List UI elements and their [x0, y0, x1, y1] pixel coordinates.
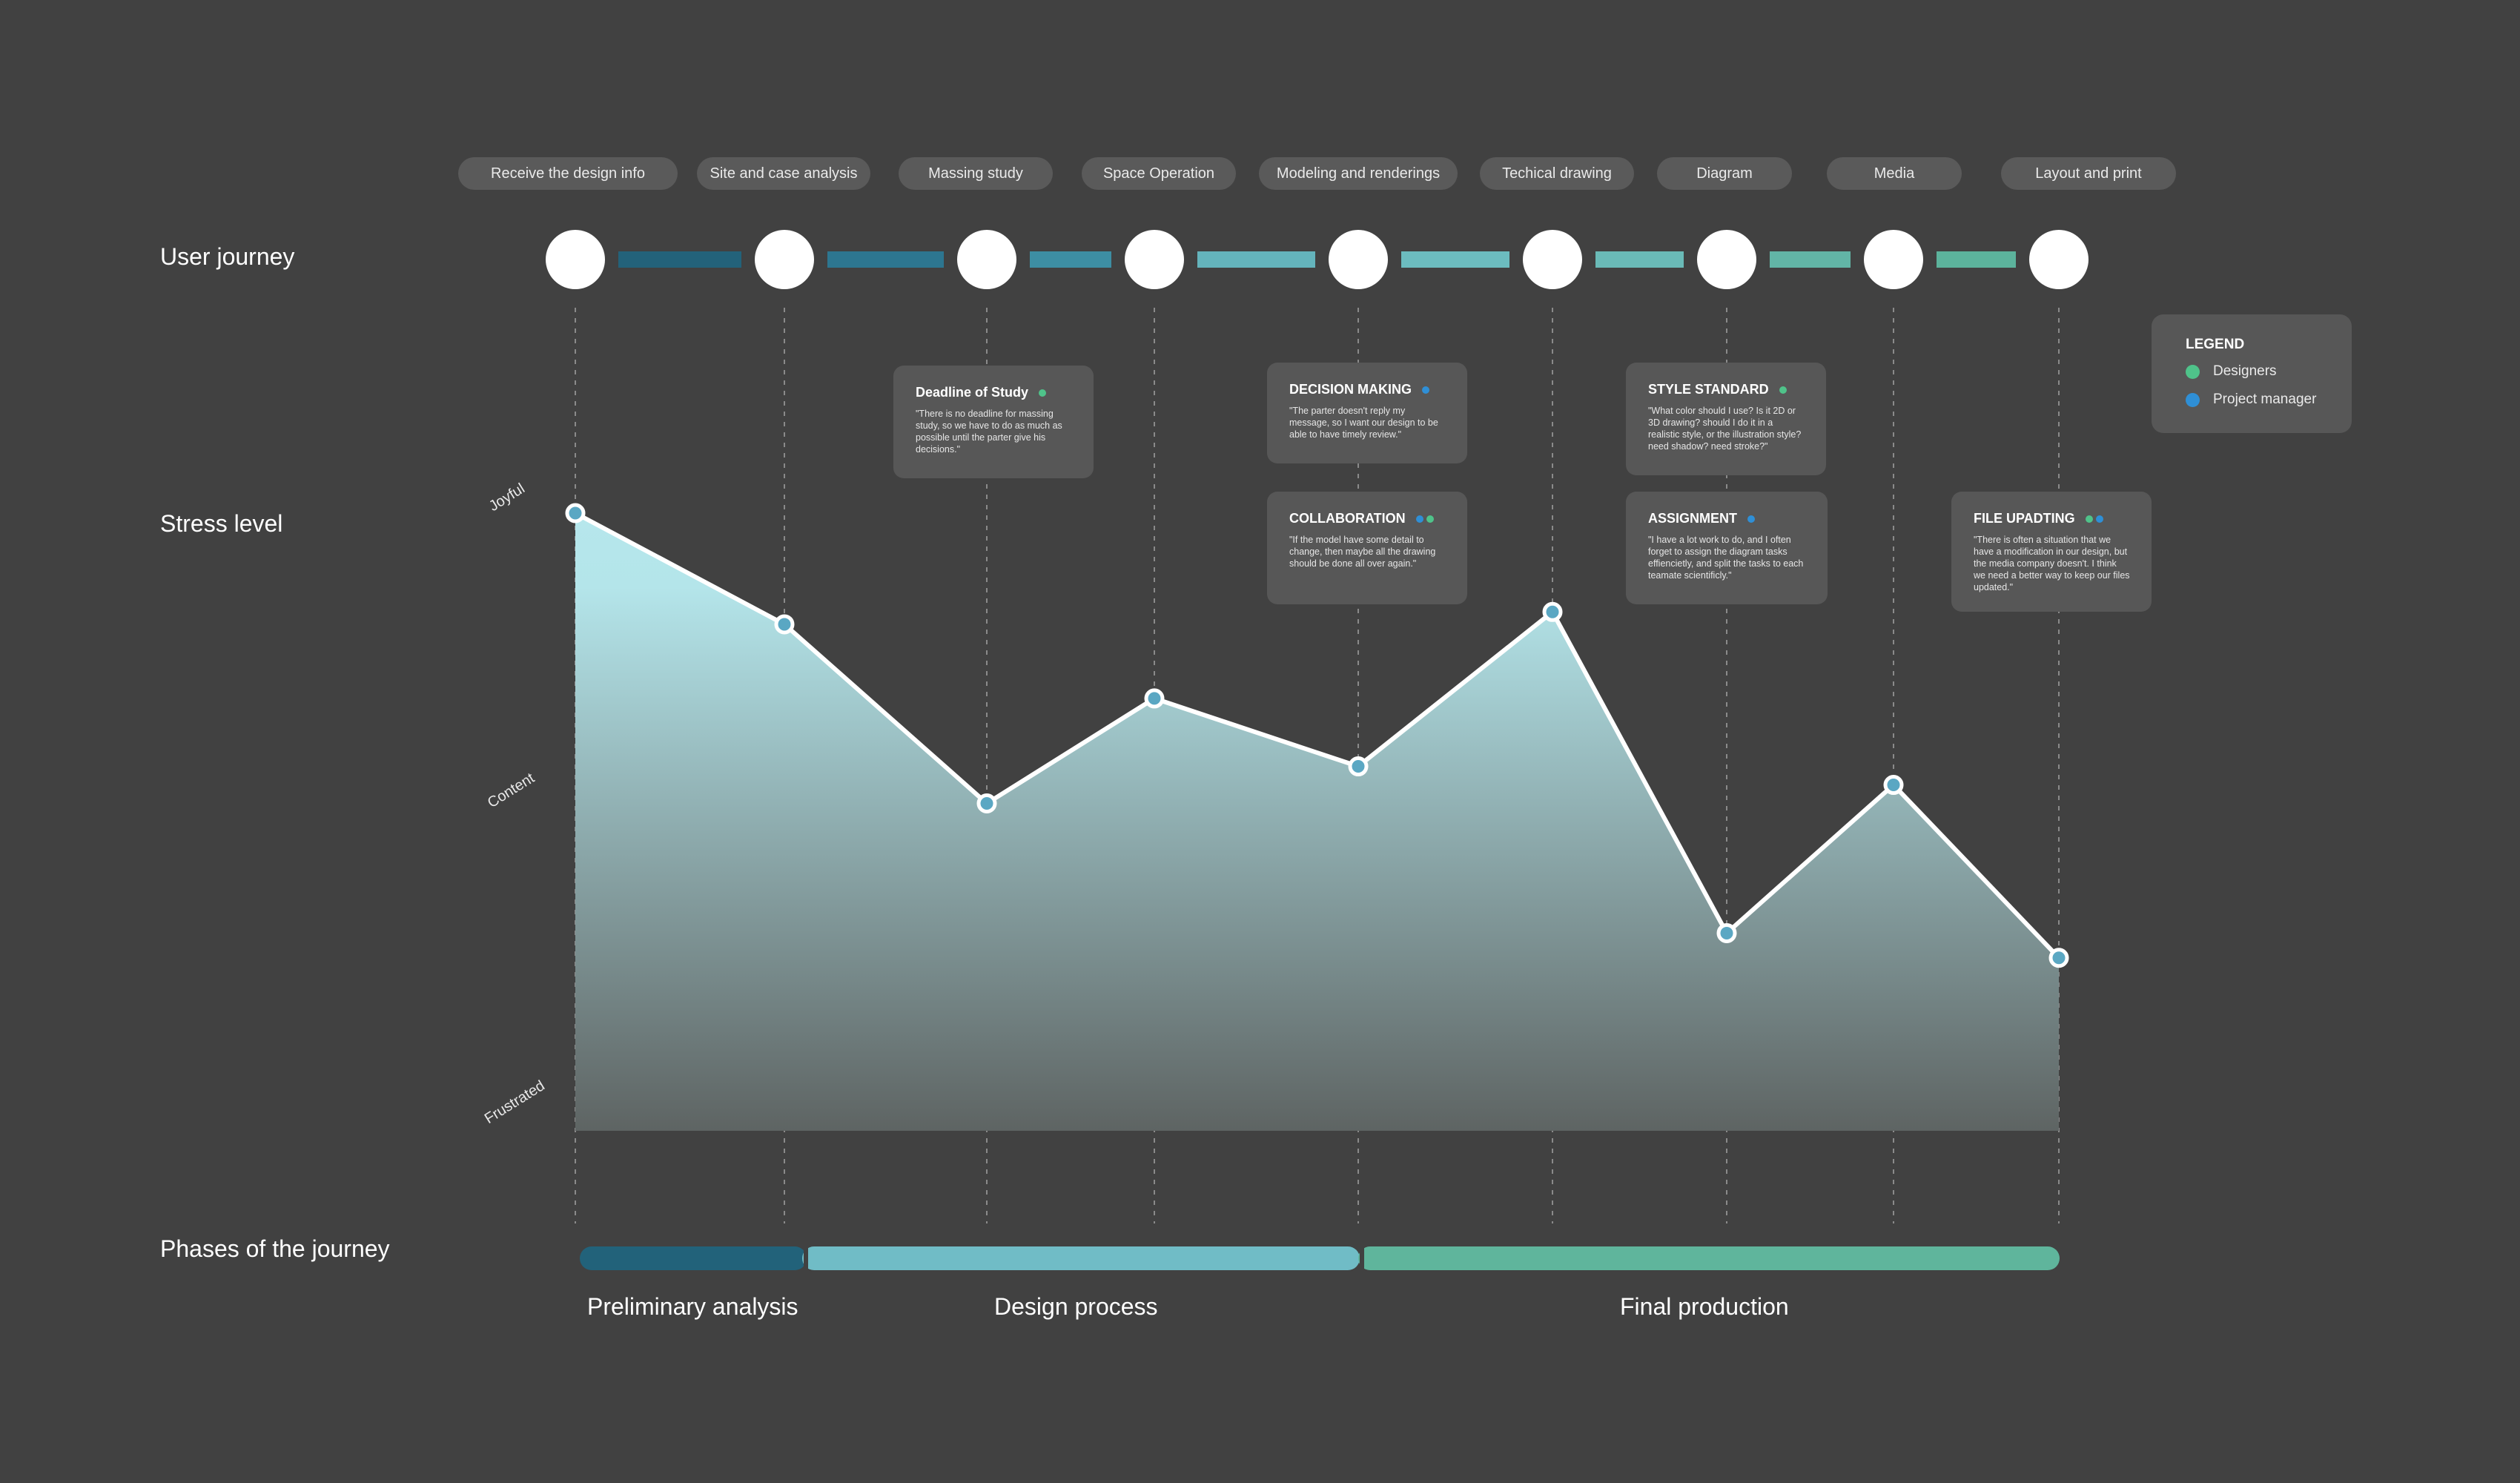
card-title: COLLABORATION: [1289, 511, 1406, 526]
stage-pill: Techical drawing: [1480, 157, 1634, 190]
card-title: ASSIGNMENT: [1648, 511, 1738, 526]
stress-point: [1144, 688, 1165, 709]
card-quote: "I have a lot work to do, and I often fo…: [1648, 535, 1804, 581]
role-dots: [2086, 513, 2106, 526]
card-quote: "What color should I use? Is it 2D or 3D…: [1648, 406, 1802, 452]
stress-point: [565, 503, 586, 523]
journey-connector: [827, 251, 944, 268]
designers-dot-icon: [1426, 515, 1435, 523]
card-quote: "If the model have some detail to change…: [1289, 535, 1436, 569]
phase-segment: [1358, 1246, 2060, 1270]
journey-connector: [1595, 251, 1684, 268]
legend-title: LEGEND: [2186, 337, 2245, 352]
journey-connector: [1030, 251, 1111, 268]
stage-pill: Site and case analysis: [697, 157, 870, 190]
project-manager-dot-icon: [1747, 515, 1756, 523]
phase-divider: [804, 1245, 808, 1272]
role-dots: [1422, 384, 1432, 397]
pain-point-card: Deadline of Study "There is no deadline …: [893, 366, 1094, 478]
stress-markers: [565, 503, 2069, 968]
card-title: FILE UPADTING: [1974, 511, 2075, 526]
user-journey-label: User journey: [160, 243, 295, 270]
stress-point: [976, 793, 997, 814]
project-manager-dot-icon: [2096, 515, 2104, 523]
project-manager-dot-icon: [1416, 515, 1424, 523]
phase-divider: [1360, 1245, 1364, 1272]
stress-point: [774, 614, 795, 635]
stage-pill: Media: [1827, 157, 1962, 190]
stress-point: [2048, 948, 2069, 968]
stage-pill: Massing study: [899, 157, 1053, 190]
legend-item-designers: Designers: [2186, 363, 2352, 380]
stress-level-label: Stress level: [160, 510, 283, 537]
card-title: STYLE STANDARD: [1648, 382, 1769, 397]
card-title: DECISION MAKING: [1289, 382, 1412, 397]
project-manager-dot-icon: [2186, 392, 2200, 407]
pain-point-card: STYLE STANDARD "What color should I use?…: [1626, 363, 1826, 475]
pain-point-card: FILE UPADTING "There is often a situatio…: [1951, 492, 2152, 612]
stress-area: [575, 513, 2059, 1131]
card-quote: "There is often a situation that we have…: [1974, 535, 2130, 592]
designers-dot-icon: [1039, 389, 1047, 397]
role-dots: [1747, 513, 1758, 526]
journey-node: [1864, 230, 1923, 289]
stress-point: [1542, 601, 1563, 622]
stage-pill: Layout and print: [2001, 157, 2176, 190]
journey-connector: [1770, 251, 1851, 268]
designers-dot-icon: [1779, 386, 1788, 394]
journey-node: [1329, 230, 1388, 289]
journey-nodes: [546, 230, 2089, 289]
journey-connector: [1937, 251, 2016, 268]
pain-point-card: ASSIGNMENT "I have a lot work to do, and…: [1626, 492, 1828, 604]
stress-point: [1883, 775, 1904, 796]
legend: LEGEND Designers Project manager: [2152, 314, 2352, 433]
legend-item-project-manager: Project manager: [2186, 392, 2352, 408]
journey-connector: [1401, 251, 1509, 268]
card-quote: "The parter doesn't reply my message, so…: [1289, 406, 1438, 440]
role-dots: [1779, 384, 1790, 397]
role-dots: [1039, 387, 1049, 400]
pain-point-card: COLLABORATION "If the model have some de…: [1267, 492, 1467, 604]
stage-pill: Space Operation: [1082, 157, 1236, 190]
phase-label-design: Design process: [994, 1293, 1158, 1320]
legend-label: Project manager: [2213, 392, 2317, 407]
role-dots: [1416, 513, 1437, 526]
stage-pill: Receive the design info: [458, 157, 678, 190]
designers-dot-icon: [2086, 515, 2094, 523]
stress-point: [1716, 922, 1737, 943]
journey-node: [2029, 230, 2089, 289]
journey-node: [755, 230, 814, 289]
phase-bar: [580, 1245, 2060, 1272]
legend-label: Designers: [2213, 363, 2277, 379]
phase-label-final: Final production: [1620, 1293, 1789, 1320]
card-quote: "There is no deadline for massing study,…: [916, 409, 1062, 455]
journey-connector: [1197, 251, 1315, 268]
journey-connector: [618, 251, 741, 268]
phases-label: Phases of the journey: [160, 1235, 390, 1262]
stress-point: [1348, 756, 1369, 777]
journey-node: [957, 230, 1016, 289]
phase-label-preliminary: Preliminary analysis: [587, 1293, 798, 1320]
stage-pill: Modeling and renderings: [1259, 157, 1458, 190]
journey-connectors: [618, 251, 2016, 268]
designers-dot-icon: [2186, 364, 2200, 379]
phase-segment: [802, 1246, 1360, 1270]
project-manager-dot-icon: [1422, 386, 1430, 394]
phase-segment: [580, 1246, 807, 1270]
journey-node: [1697, 230, 1756, 289]
pain-point-card: DECISION MAKING "The parter doesn't repl…: [1267, 363, 1467, 463]
journey-node: [1125, 230, 1184, 289]
journey-node: [1523, 230, 1582, 289]
card-title: Deadline of Study: [916, 385, 1029, 400]
stage-pill: Diagram: [1657, 157, 1792, 190]
journey-node: [546, 230, 605, 289]
